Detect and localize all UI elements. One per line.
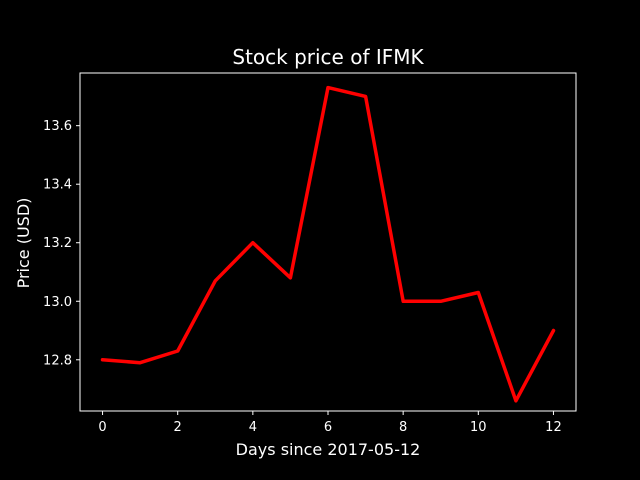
y-axis: 12.8 13.0 13.2 13.4 13.6: [43, 119, 80, 368]
y-tick-label: 12.8: [43, 353, 72, 368]
x-axis: 0 2 4 6 8 10 12: [98, 411, 562, 435]
y-tick-label: 13.2: [43, 236, 72, 251]
x-tick-label: 4: [249, 420, 257, 435]
y-axis-label: Price (USD): [14, 198, 33, 289]
x-tick-label: 12: [545, 420, 562, 435]
series-line: [100, 85, 556, 403]
x-tick-label: 0: [98, 420, 106, 435]
chart-title: Stock price of IFMK: [232, 45, 424, 69]
y-tick-label: 13.6: [43, 119, 72, 134]
y-tick-label: 13.4: [43, 178, 72, 193]
x-tick-label: 2: [174, 420, 182, 435]
series-layer: [100, 85, 556, 403]
x-tick-label: 8: [399, 420, 407, 435]
x-tick-label: 6: [324, 420, 332, 435]
y-tick-label: 13.0: [43, 295, 72, 310]
x-tick-label: 10: [470, 420, 487, 435]
x-axis-label: Days since 2017-05-12: [236, 440, 421, 459]
